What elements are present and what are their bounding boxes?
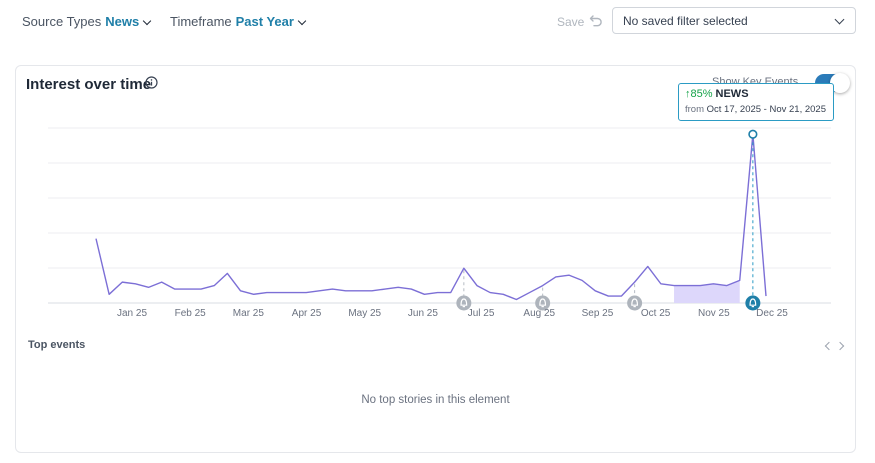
undo-icon[interactable] <box>589 13 603 27</box>
x-tick-label: Feb 25 <box>175 308 207 319</box>
saved-filter-value: No saved filter selected <box>623 14 748 28</box>
timeframe-value: Past Year <box>235 14 294 29</box>
interest-over-time-card: Interest over time Show Key Events Jan 2… <box>15 65 856 453</box>
chevron-right-icon[interactable] <box>835 341 845 351</box>
chart-tooltip: ↑85% NEWS from Oct 17, 2025 - Nov 21, 202… <box>678 83 834 121</box>
x-tick-label: Apr 25 <box>292 308 322 319</box>
source-types-value: News <box>105 14 140 29</box>
bell-icon <box>539 298 547 306</box>
bell-icon <box>749 298 757 306</box>
key-event-marker <box>745 295 761 311</box>
filter-bar: Source Types News Timeframe Past Year Save… <box>0 0 875 44</box>
interest-line-chart[interactable]: Jan 25 Feb 25 Mar 25 Apr 25 May 25 Jun 25 Jul … <box>16 121 855 326</box>
chevron-left-icon[interactable] <box>824 341 834 351</box>
tooltip-series: NEWS <box>715 88 749 100</box>
chevron-down-icon <box>297 16 307 26</box>
chart-grid <box>48 127 831 304</box>
empty-state-message: No top stories in this element <box>361 394 510 406</box>
saved-filter-select[interactable]: No saved filter selected <box>612 7 856 34</box>
bell-icon <box>631 298 639 306</box>
key-event-marker <box>456 295 472 311</box>
bell-icon <box>460 298 468 306</box>
x-tick-label: Sep 25 <box>582 308 614 319</box>
x-tick-label: Jul 25 <box>468 308 495 319</box>
x-axis-ticks: Jan 25 Feb 25 Mar 25 Apr 25 May 25 Jun 25 Jul … <box>117 308 788 319</box>
x-tick-label: Jan 25 <box>117 308 147 319</box>
x-tick-label: Nov 25 <box>698 308 730 319</box>
save-button[interactable]: Save <box>557 15 585 29</box>
tooltip-percent: 85% <box>690 88 713 100</box>
x-tick-label: Dec 25 <box>756 308 788 319</box>
key-event-marker <box>627 295 643 311</box>
chevron-down-icon <box>142 16 152 26</box>
info-icon[interactable] <box>145 76 158 89</box>
key-events <box>456 136 761 311</box>
x-tick-label: Aug 25 <box>523 308 555 319</box>
hovered-point <box>748 129 758 139</box>
source-types-filter[interactable]: Source Types News <box>22 14 152 29</box>
key-event-marker <box>535 295 551 311</box>
source-types-label: Source Types <box>22 14 102 29</box>
tooltip-from-label: from <box>685 104 704 115</box>
x-tick-label: Mar 25 <box>233 308 265 319</box>
series-line <box>95 133 767 301</box>
x-tick-label: May 25 <box>348 308 381 319</box>
x-tick-label: Oct 25 <box>641 308 671 319</box>
x-tick-label: Jun 25 <box>408 308 438 319</box>
timeframe-label: Timeframe <box>170 14 232 29</box>
top-events-title: Top events <box>28 339 86 351</box>
chevron-down-icon <box>834 14 845 25</box>
card-title: Interest over time <box>26 76 152 93</box>
tooltip-range: Oct 17, 2025 - Nov 21, 2025 <box>706 104 826 115</box>
hover-marker <box>748 129 758 139</box>
timeframe-filter[interactable]: Timeframe Past Year <box>170 14 307 29</box>
tooltip-arrow: ↑ <box>685 88 691 100</box>
toggle-knob <box>830 73 850 93</box>
